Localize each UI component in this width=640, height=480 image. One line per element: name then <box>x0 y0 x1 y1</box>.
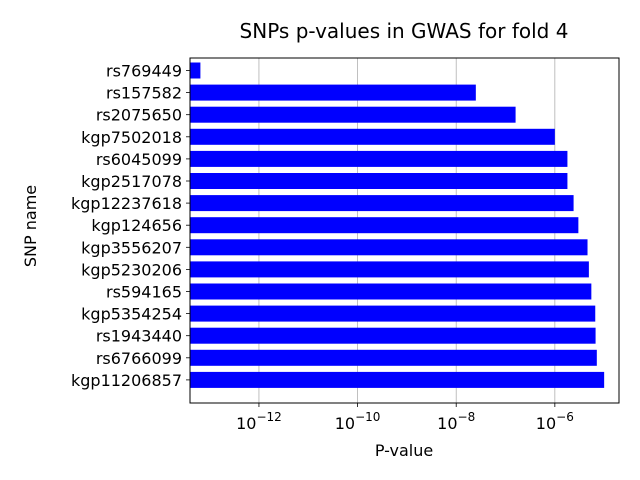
y-tick-label: rs594165 <box>106 283 182 302</box>
bar <box>190 128 555 145</box>
y-axis-label: SNP name <box>21 185 40 267</box>
bar <box>190 173 568 189</box>
y-tick-label: kgp11206857 <box>71 371 182 390</box>
x-axis-ticks: 10−12 10−10 10−8 10−6 <box>236 403 574 433</box>
bar <box>190 195 574 212</box>
bars <box>190 62 605 388</box>
bar <box>190 305 596 322</box>
bar <box>190 217 579 234</box>
y-tick-label: kgp5230206 <box>81 260 182 279</box>
bar <box>190 62 201 79</box>
x-axis-label: P-value <box>375 441 433 460</box>
y-tick-label: kgp7502018 <box>81 128 182 147</box>
bar <box>190 84 476 101</box>
y-tick-label: rs157582 <box>106 84 182 103</box>
x-tick-label: 10−6 <box>536 410 574 433</box>
y-tick-label: kgp124656 <box>91 216 182 235</box>
bar <box>190 239 588 256</box>
bar <box>190 371 605 388</box>
x-tick-label: 10−10 <box>335 410 381 433</box>
y-tick-label: kgp2517078 <box>81 172 182 191</box>
y-tick-label: kgp3556207 <box>81 238 182 257</box>
y-tick-label: rs6045099 <box>96 150 182 169</box>
y-tick-label: rs769449 <box>106 62 182 81</box>
x-tick-label: 10−8 <box>437 410 475 433</box>
bar <box>190 349 597 366</box>
plot-frame <box>189 57 620 404</box>
bar <box>190 283 592 300</box>
bar <box>190 150 568 167</box>
y-tick-label: kgp12237618 <box>71 194 182 213</box>
chart-title: SNPs p-values in GWAS for fold 4 <box>240 19 569 43</box>
bar <box>190 261 589 278</box>
bar <box>190 327 596 344</box>
y-tick-label: kgp5354254 <box>81 305 182 324</box>
y-tick-label: rs6766099 <box>96 349 182 368</box>
y-tick-label: rs2075650 <box>96 106 182 125</box>
x-tick-label: 10−12 <box>236 410 282 433</box>
y-axis-ticks: rs769449 rs157582 rs2075650 kgp7502018 rs604… <box>71 62 190 390</box>
y-tick-label: rs1943440 <box>96 327 182 346</box>
bar <box>190 106 516 123</box>
